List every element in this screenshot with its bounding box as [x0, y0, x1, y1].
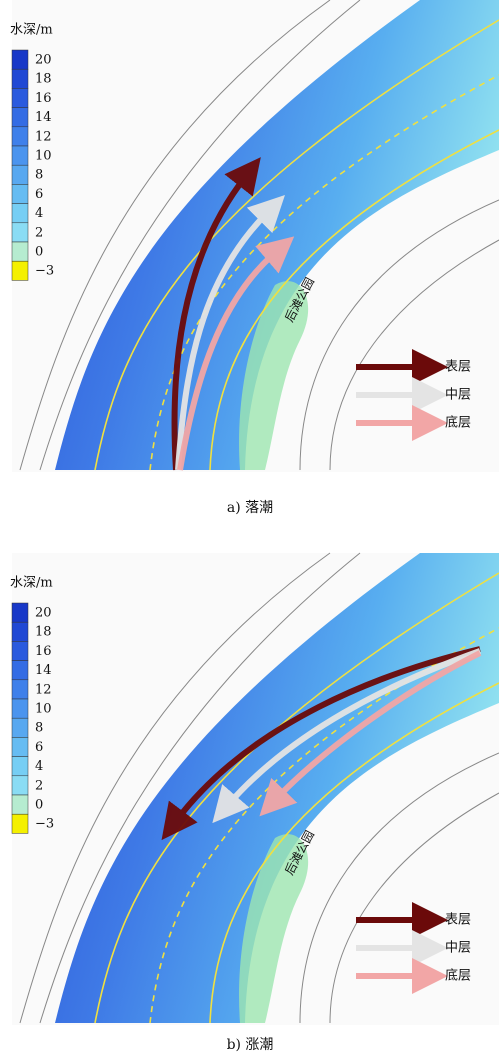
colorbar-cell — [12, 50, 28, 69]
colorbar-cell — [12, 814, 28, 833]
colorbar-cell — [12, 69, 28, 88]
colorbar-label: 16 — [35, 644, 52, 659]
caption: a) 落潮 — [227, 500, 273, 516]
colorbar-label: 8 — [35, 721, 43, 736]
colorbar-label: 2 — [35, 778, 43, 793]
colorbar-label: 10 — [35, 702, 52, 717]
legend-label: 中层 — [445, 388, 471, 403]
colorbar-cell — [12, 223, 28, 242]
colorbar-label: 14 — [35, 110, 52, 125]
colorbar-cell — [12, 641, 28, 660]
colorbar-cell — [12, 699, 28, 718]
colorbar-cell — [12, 661, 28, 680]
colorbar-label: 4 — [35, 206, 43, 221]
caption: b) 涨潮 — [227, 1037, 274, 1053]
colorbar-title: 水深/m — [10, 576, 53, 591]
legend-label: 底层 — [445, 415, 471, 431]
legend-label: 表层 — [445, 360, 471, 375]
colorbar-label: 0 — [35, 798, 43, 813]
figure: 后滩公园水深/m20181614121086420−3表层中层底层a) 落潮后滩… — [0, 0, 499, 1055]
colorbar-cell — [12, 603, 28, 622]
colorbar-cell — [12, 776, 28, 795]
legend-label: 中层 — [445, 941, 471, 956]
colorbar-label: −3 — [35, 817, 54, 832]
legend-label: 底层 — [445, 968, 471, 984]
colorbar-cell — [12, 127, 28, 146]
colorbar-label: 6 — [35, 740, 43, 755]
colorbar-cell — [12, 184, 28, 203]
colorbar-label: 20 — [35, 53, 52, 68]
colorbar-label: 0 — [35, 245, 43, 260]
colorbar-cell — [12, 165, 28, 184]
colorbar-cell — [12, 146, 28, 165]
colorbar-label: 14 — [35, 663, 52, 678]
colorbar-cell — [12, 622, 28, 641]
colorbar-cell — [12, 737, 28, 756]
colorbar-label: 4 — [35, 759, 43, 774]
colorbar-label: 18 — [35, 72, 52, 87]
colorbar-label: −3 — [35, 264, 54, 279]
colorbar-cell — [12, 261, 28, 280]
colorbar-label: 20 — [35, 606, 52, 621]
colorbar-label: 2 — [35, 225, 43, 240]
colorbar-label: 16 — [35, 91, 52, 106]
colorbar-label: 12 — [35, 682, 52, 697]
colorbar-cell — [12, 795, 28, 814]
colorbar-cell — [12, 108, 28, 127]
colorbar-cell — [12, 757, 28, 776]
colorbar-label: 18 — [35, 625, 52, 640]
colorbar-cell — [12, 718, 28, 737]
colorbar-cell — [12, 88, 28, 107]
colorbar-cell — [12, 680, 28, 699]
colorbar-label: 6 — [35, 187, 43, 202]
colorbar-label: 10 — [35, 149, 52, 164]
colorbar-label: 8 — [35, 168, 43, 183]
legend-label: 表层 — [445, 913, 471, 928]
colorbar-label: 12 — [35, 129, 52, 144]
colorbar-cell — [12, 204, 28, 223]
colorbar-cell — [12, 242, 28, 261]
colorbar-title: 水深/m — [10, 23, 53, 38]
